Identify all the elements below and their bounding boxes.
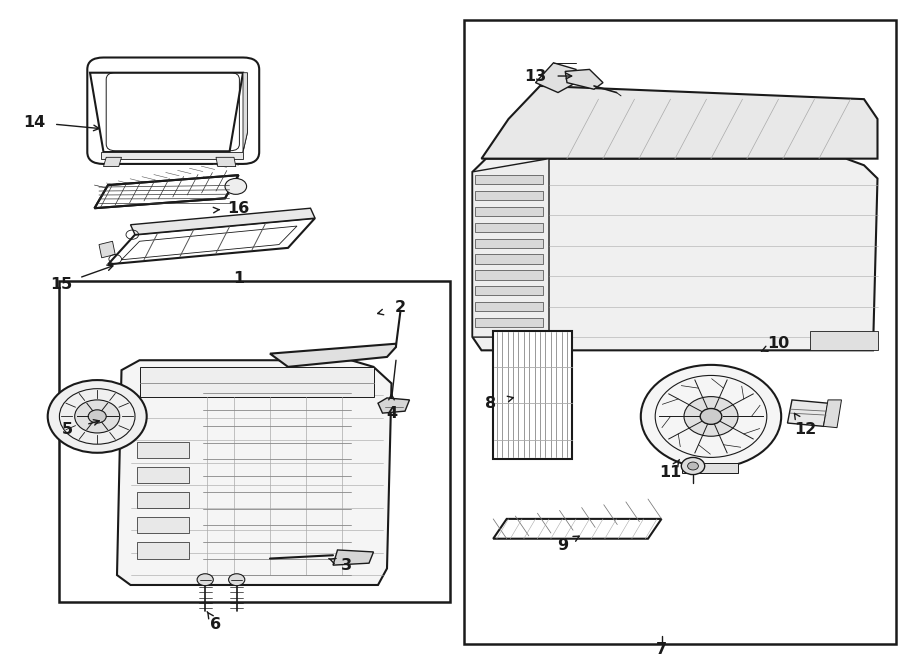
FancyBboxPatch shape (87, 58, 259, 164)
Text: 13: 13 (525, 69, 546, 83)
Polygon shape (824, 400, 842, 428)
Bar (475, 318, 543, 327)
Polygon shape (130, 208, 315, 235)
Polygon shape (99, 241, 115, 258)
Polygon shape (493, 519, 662, 539)
Text: 4: 4 (386, 406, 397, 420)
Polygon shape (472, 159, 549, 337)
Bar (475, 254, 543, 264)
Bar (137, 492, 189, 508)
Text: 1: 1 (233, 272, 244, 286)
Bar (137, 542, 189, 559)
Text: 11: 11 (660, 465, 681, 480)
Bar (475, 239, 543, 248)
Polygon shape (788, 400, 828, 426)
Bar (682, 463, 738, 473)
Bar (475, 302, 543, 311)
Polygon shape (90, 73, 243, 152)
Polygon shape (482, 86, 878, 159)
Polygon shape (378, 398, 410, 413)
Text: 15: 15 (50, 277, 72, 292)
Polygon shape (333, 550, 374, 565)
Bar (58, 281, 450, 602)
Circle shape (688, 462, 698, 470)
Polygon shape (140, 367, 374, 397)
Text: 7: 7 (656, 642, 667, 656)
Bar (493, 330, 572, 459)
Bar (475, 207, 543, 216)
Text: 3: 3 (341, 558, 352, 572)
Bar (137, 442, 189, 458)
Polygon shape (536, 63, 576, 93)
Text: 8: 8 (485, 396, 496, 410)
Polygon shape (243, 73, 248, 152)
Text: 12: 12 (795, 422, 816, 437)
Bar (464, 20, 896, 644)
Polygon shape (104, 157, 122, 167)
Polygon shape (94, 175, 239, 208)
Polygon shape (216, 157, 236, 167)
Bar (475, 223, 543, 232)
Polygon shape (270, 344, 396, 367)
Circle shape (197, 574, 213, 586)
Circle shape (681, 457, 705, 475)
Circle shape (225, 178, 247, 194)
Circle shape (684, 397, 738, 436)
Polygon shape (810, 330, 878, 350)
Text: 6: 6 (211, 617, 221, 632)
Bar (475, 286, 543, 295)
Bar (137, 467, 189, 483)
Bar (475, 175, 543, 184)
Circle shape (48, 380, 147, 453)
Circle shape (641, 365, 781, 468)
Text: 9: 9 (557, 538, 568, 553)
Text: 14: 14 (23, 115, 45, 130)
Polygon shape (117, 360, 392, 585)
Bar (475, 270, 543, 280)
Circle shape (75, 400, 120, 433)
Bar (475, 191, 543, 200)
Text: 10: 10 (768, 336, 789, 351)
Circle shape (700, 408, 722, 424)
Polygon shape (101, 152, 243, 159)
Text: 16: 16 (228, 201, 249, 215)
Polygon shape (565, 69, 603, 89)
Bar (137, 517, 189, 533)
Polygon shape (472, 159, 878, 350)
Circle shape (229, 574, 245, 586)
Polygon shape (108, 218, 315, 264)
Circle shape (88, 410, 106, 423)
Text: 5: 5 (62, 422, 73, 437)
Text: 2: 2 (395, 300, 406, 315)
